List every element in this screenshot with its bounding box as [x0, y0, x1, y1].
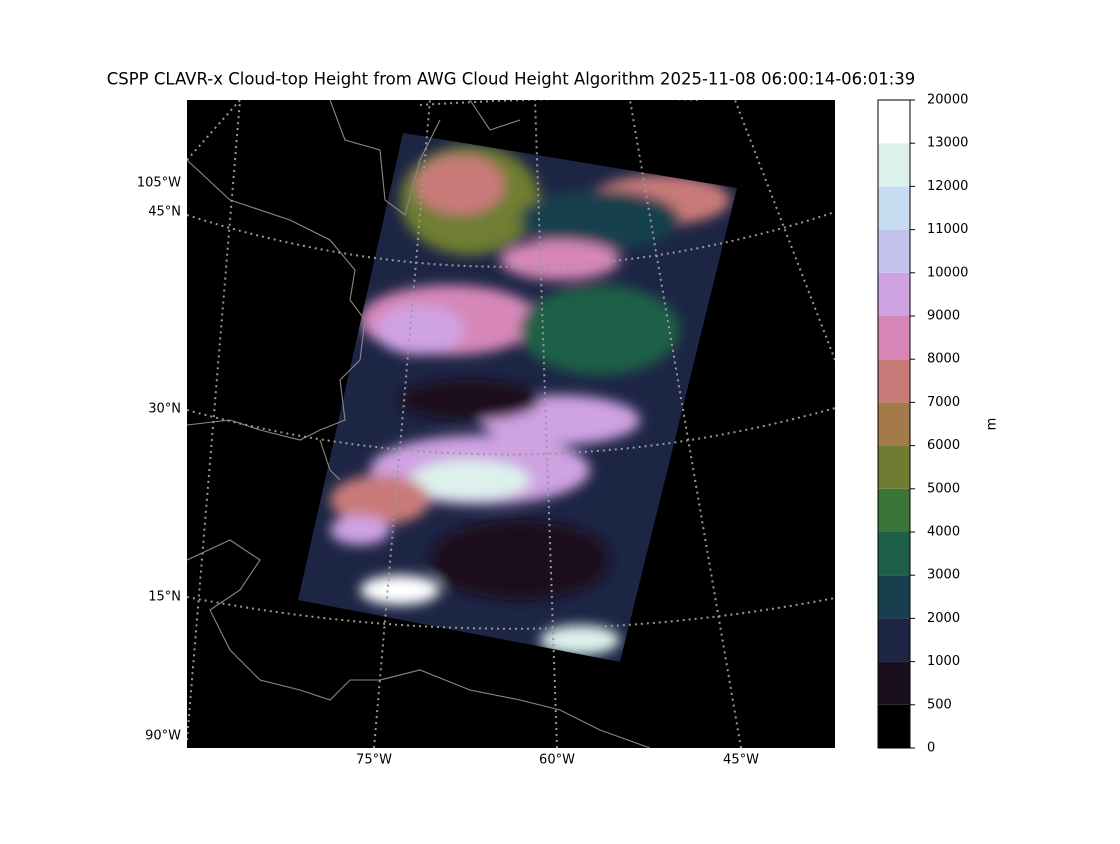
colorbar-band	[878, 575, 910, 619]
colorbar-band	[878, 100, 910, 144]
lon-label: 60°W	[539, 753, 575, 768]
colorbar-tick-label: 11000	[927, 222, 968, 237]
colorbar-tick-label: 8000	[927, 352, 960, 367]
colorbar-tick-label: 4000	[927, 525, 960, 540]
colorbar-tick-label: 2000	[927, 611, 960, 626]
colorbar-tick-label: 10000	[927, 265, 968, 280]
map-axes	[187, 100, 835, 748]
lon-label: 90°W	[145, 729, 181, 744]
colorbar-label: m	[985, 418, 1000, 431]
colorbar-tick-label: 20000	[927, 93, 968, 108]
colorbar-tick-label: 5000	[927, 481, 960, 496]
colorbar-band	[878, 272, 910, 316]
lat-label: 30°N	[148, 402, 181, 417]
colorbar-frame	[877, 99, 911, 749]
map-title: CSPP CLAVR-x Cloud-top Height from AWG C…	[107, 70, 916, 89]
lat-label: 15°N	[148, 590, 181, 605]
colorbar-band	[878, 661, 910, 705]
lon-label: 45°W	[723, 753, 759, 768]
colorbar-tick-label: 9000	[927, 309, 960, 324]
lon-label: 75°W	[356, 753, 392, 768]
colorbar-band	[878, 532, 910, 576]
colorbar-band	[878, 143, 910, 187]
colorbar-band	[878, 186, 910, 230]
colorbar-tick-label: 0	[927, 741, 935, 756]
colorbar-band	[878, 704, 910, 748]
colorbar-tick-label: 12000	[927, 179, 968, 194]
colorbar-band	[878, 316, 910, 360]
colorbar-tick-label: 3000	[927, 568, 960, 583]
lat-label: 45°N	[148, 205, 181, 220]
colorbar-tick-label: 500	[927, 697, 952, 712]
colorbar-band	[878, 488, 910, 532]
colorbar-tick-label: 6000	[927, 438, 960, 453]
colorbar-band	[878, 402, 910, 446]
colorbar-band	[878, 229, 910, 273]
colorbar-tick-label: 7000	[927, 395, 960, 410]
lon-label: 105°W	[137, 176, 181, 191]
colorbar-tick-label: 13000	[927, 136, 968, 151]
colorbar-band	[878, 359, 910, 403]
colorbar-band	[878, 445, 910, 489]
colorbar-tick-label: 1000	[927, 654, 960, 669]
colorbar-band	[878, 618, 910, 662]
